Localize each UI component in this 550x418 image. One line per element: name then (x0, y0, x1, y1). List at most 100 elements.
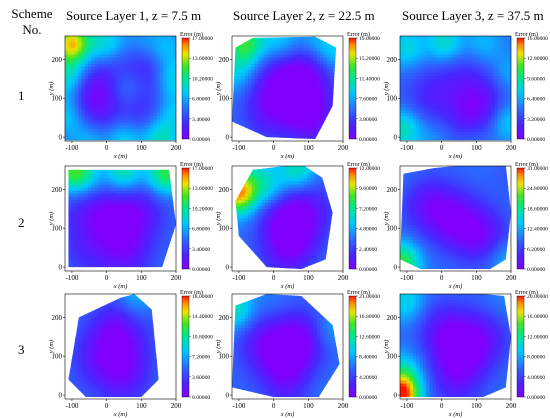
heatmap-field (400, 36, 511, 141)
y-tick-label: 200 (387, 186, 398, 194)
colorbar-tick-label: 3.60000 (192, 375, 210, 381)
colorbar-tick-label: 7.60000 (359, 97, 377, 103)
x-tick-label: 0 (272, 402, 276, 410)
x-axis-label: x (m) (113, 283, 128, 290)
colorbar-tick-label: 12.00000 (527, 334, 548, 340)
y-tick-label: 200 (52, 314, 63, 322)
colorbar-title: Error (m) (347, 31, 370, 38)
x-tick-label: -100 (401, 274, 414, 282)
heatmap-field (400, 166, 511, 270)
y-tick-label: 200 (387, 56, 398, 64)
colorbar-title: Error (m) (180, 289, 203, 296)
y-axis-label: y (m) (215, 340, 222, 355)
colorbar-title: Error (m) (347, 161, 370, 168)
heatmap-field (235, 166, 333, 270)
y-tick-label: 100 (219, 225, 230, 233)
colorbar-tick-label: 10.80000 (192, 334, 213, 340)
scheme-header-line1: Scheme (11, 6, 53, 21)
colorbar-tick-label: 12.00000 (359, 166, 380, 172)
heatmap-field (68, 169, 176, 268)
plot-frame (231, 165, 344, 272)
y-axis-label: y (m) (215, 212, 222, 227)
colorbar-tick-label: 16.00000 (527, 36, 548, 42)
colorbar-tick-label: 9.60000 (527, 76, 545, 82)
y-tick-label: 200 (219, 56, 230, 64)
x-tick-label: -100 (233, 274, 246, 282)
colorbar-tick-label: 0.00000 (359, 395, 377, 401)
column-header-layer-3: Source Layer 3, z = 37.5 m (402, 8, 544, 23)
colorbar (516, 295, 525, 398)
colorbar-title: Error (m) (515, 289, 538, 296)
colorbar (516, 37, 525, 140)
row-label-scheme-2: 2 (18, 215, 25, 230)
colorbar-tick-label: 21.00000 (359, 294, 380, 300)
colorbar-title: Error (m) (180, 161, 203, 168)
y-tick-label: 100 (219, 353, 230, 361)
y-axis-label: y (m) (383, 340, 390, 355)
colorbar-tick-label: 0.00000 (359, 267, 377, 273)
x-axis-label: x (m) (280, 411, 295, 418)
heatmap-field (232, 36, 337, 140)
x-tick-label: 0 (105, 402, 109, 410)
row-label-scheme-3: 3 (18, 342, 25, 357)
y-tick-label: 100 (219, 95, 230, 103)
colorbar-title: Error (m) (515, 31, 538, 38)
y-tick-label: 0 (59, 134, 63, 142)
x-tick-label: 100 (303, 144, 314, 152)
plot-frame (399, 35, 512, 142)
colorbar-tick-label: 24.80000 (527, 186, 548, 192)
colorbar-tick-label: 18.60000 (527, 206, 548, 212)
colorbar-tick-label: 31.00000 (527, 166, 548, 172)
colorbar-tick-label: 9.60000 (359, 186, 377, 192)
y-tick-label: 200 (387, 314, 398, 322)
x-tick-label: 100 (136, 402, 147, 410)
x-tick-label: 100 (471, 274, 482, 282)
x-tick-label: 100 (136, 144, 147, 152)
colorbar-tick-label: 6.80000 (192, 227, 210, 233)
y-tick-label: 100 (387, 95, 398, 103)
scheme-header-line2: No. (22, 22, 42, 37)
y-tick-label: 200 (219, 314, 230, 322)
scheme-header: Scheme No. (10, 6, 54, 38)
x-tick-label: 0 (440, 144, 444, 152)
x-tick-label: -100 (66, 274, 79, 282)
x-axis-label: x (m) (280, 283, 295, 290)
colorbar-tick-label: 15.20000 (359, 56, 380, 62)
colorbar-tick-label: 8.00000 (527, 355, 545, 361)
x-tick-label: 200 (338, 144, 349, 152)
x-tick-label: 200 (338, 402, 349, 410)
x-tick-label: -100 (401, 144, 414, 152)
colorbar-tick-label: 7.20000 (192, 355, 210, 361)
colorbar-tick-label: 4.00000 (527, 375, 545, 381)
colorbar-tick-label: 18.00000 (192, 294, 213, 300)
colorbar-tick-label: 3.40000 (192, 117, 210, 123)
colorbar-tick-label: 4.20000 (359, 375, 377, 381)
x-tick-label: 200 (338, 274, 349, 282)
colorbar-tick-label: 12.60000 (359, 334, 380, 340)
x-axis-label: x (m) (280, 153, 295, 160)
y-tick-label: 0 (226, 392, 230, 400)
y-tick-label: 200 (52, 186, 63, 194)
plot-frame (64, 165, 177, 272)
heatmap-field (232, 294, 340, 398)
plot-frame (399, 293, 512, 400)
colorbar-tick-label: 17.00000 (192, 166, 213, 172)
colorbar-tick-label: 3.20000 (527, 117, 545, 123)
y-tick-label: 100 (52, 353, 63, 361)
x-tick-label: -100 (401, 402, 414, 410)
colorbar-tick-label: 6.20000 (527, 247, 545, 253)
heatmap-field (400, 294, 511, 398)
x-tick-label: 0 (272, 274, 276, 282)
y-axis-label: y (m) (48, 340, 55, 355)
colorbar (348, 295, 357, 398)
colorbar-tick-label: 10.20000 (192, 76, 213, 82)
x-axis-label: x (m) (113, 411, 128, 418)
colorbar-tick-label: 16.80000 (359, 314, 380, 320)
y-tick-label: 0 (394, 134, 398, 142)
colorbar-tick-label: 2.40000 (359, 247, 377, 253)
